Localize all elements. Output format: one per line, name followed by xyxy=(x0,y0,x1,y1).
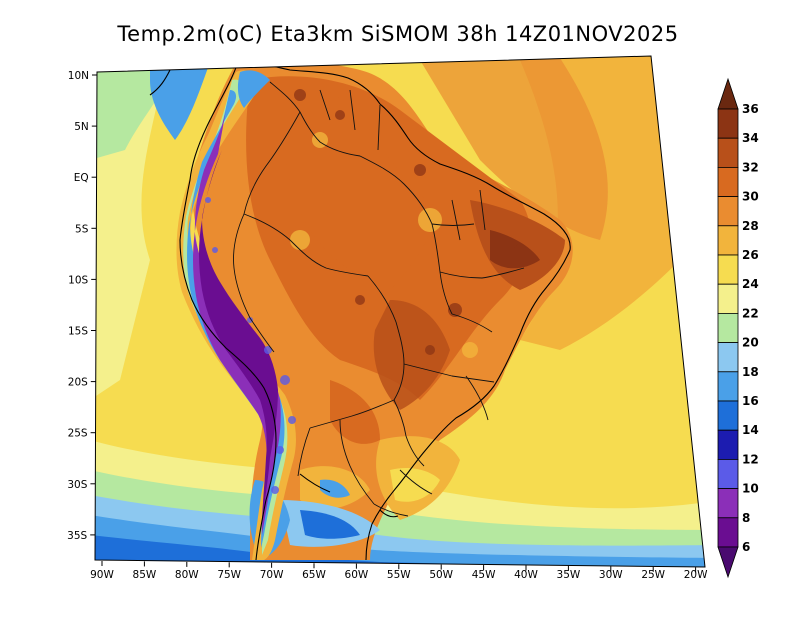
colorbar-bin xyxy=(717,429,739,460)
lon-tick-label: 90W xyxy=(90,569,114,581)
lon-tick-label: 25W xyxy=(641,569,665,581)
colorbar-label: 12 xyxy=(742,452,759,466)
colorbar-bin xyxy=(717,225,739,256)
colorbar-bin xyxy=(717,371,739,402)
colorbar-label: 8 xyxy=(742,511,750,525)
lon-tick-label: 60W xyxy=(345,569,369,581)
lat-tick-label: 20S xyxy=(68,377,88,389)
temperature-field xyxy=(95,56,705,567)
lon-tick-label: 20W xyxy=(684,569,708,581)
colorbar-label: 32 xyxy=(742,160,759,174)
colorbar-bin xyxy=(717,312,739,343)
colorbar-bin xyxy=(717,342,739,373)
lon-tick-label: 80W xyxy=(175,569,199,581)
lon-tick-label: 70W xyxy=(260,569,284,581)
colorbar-bin xyxy=(717,166,739,197)
lon-tick-label: 75W xyxy=(217,569,241,581)
political-borders xyxy=(139,57,571,561)
colorbar-label: 30 xyxy=(742,190,759,204)
colorbar-bin xyxy=(717,254,739,285)
lat-tick-label: 5N xyxy=(74,121,89,133)
lat-tick-label: 5S xyxy=(75,223,89,235)
colorbar-label: 36 xyxy=(742,102,759,116)
lon-tick-label: 85W xyxy=(133,569,157,581)
colorbar-bin xyxy=(717,108,739,139)
colorbar-over-triangle xyxy=(717,77,739,110)
lon-tick-label: 45W xyxy=(472,569,496,581)
lon-tick-label: 50W xyxy=(429,569,453,581)
colorbar-label: 34 xyxy=(742,131,759,145)
colorbar-label: 26 xyxy=(742,248,759,262)
lat-tick-label: 35S xyxy=(67,530,87,542)
colorbar-label: 22 xyxy=(742,306,759,320)
colorbar-bin xyxy=(717,196,739,227)
colorbar-under-triangle xyxy=(717,546,739,579)
colorbar-label: 28 xyxy=(742,219,759,233)
lat-tick-label: 30S xyxy=(67,479,87,491)
colorbar-label: 20 xyxy=(742,336,759,350)
colorbar-bin xyxy=(717,517,739,548)
colorbar-bin xyxy=(717,458,739,489)
lon-tick-label: 35W xyxy=(557,569,581,581)
lat-tick-label: EQ xyxy=(74,172,89,184)
colorbar-bin xyxy=(717,400,739,431)
lat-tick-label: 10N xyxy=(68,70,89,82)
map-frame xyxy=(94,55,706,568)
latitude-axis: 10N 5N EQ 5S 10S 15S 20S 25S 30S 35S xyxy=(67,70,97,542)
map-title: Temp.2m(oC) Eta3km SiSMOM 38h 14Z01NOV20… xyxy=(116,22,678,46)
colorbar-label: 24 xyxy=(742,277,759,291)
lon-tick-label: 55W xyxy=(387,569,411,581)
lon-tick-label: 65W xyxy=(302,569,326,581)
lat-tick-label: 10S xyxy=(68,274,88,286)
colorbar-label: 10 xyxy=(742,482,759,496)
longitude-axis: 90W 85W 80W 75W 70W 65W 60W 55W 50W 45W 40W 35W 30W 2… xyxy=(90,561,708,581)
colorbar-label: 16 xyxy=(742,394,759,408)
colorbar-label: 14 xyxy=(742,423,759,437)
colorbar-label: 18 xyxy=(742,365,759,379)
colorbar-label: 6 xyxy=(742,540,750,554)
colorbar-bin xyxy=(717,283,739,314)
lat-tick-label: 25S xyxy=(68,428,88,440)
lon-tick-label: 30W xyxy=(599,569,623,581)
colorbar-bin xyxy=(717,137,739,168)
colorbar-bin xyxy=(717,488,739,519)
temperature-colorbar: 36 34 32 30 28 26 24 22 20 18 16 14 12 10 8 6 xyxy=(717,77,759,579)
lon-tick-label: 40W xyxy=(514,569,538,581)
lat-tick-label: 15S xyxy=(68,326,88,338)
